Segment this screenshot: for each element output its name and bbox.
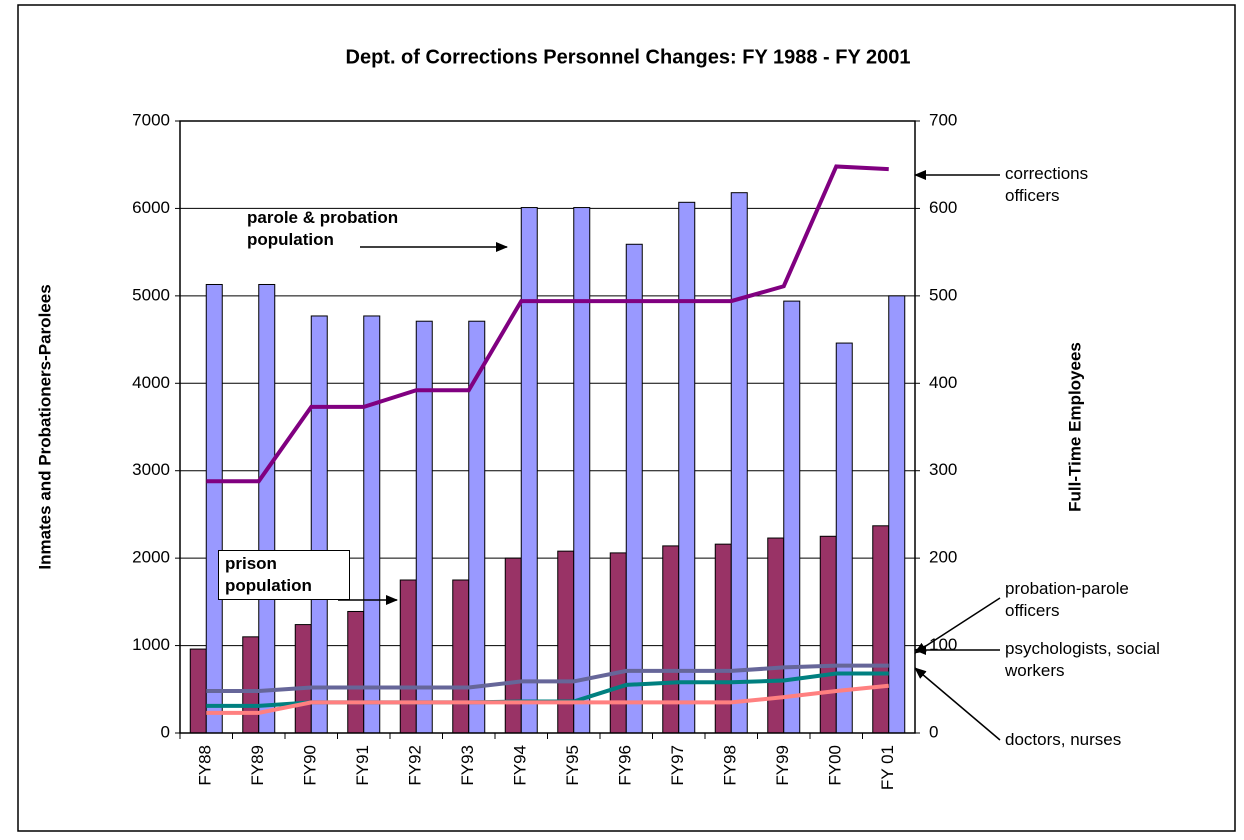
y-tick-label: 1000 xyxy=(132,635,170,654)
line xyxy=(206,164,889,484)
y-tick-label: 5000 xyxy=(132,285,170,304)
chart-title: Dept. of Corrections Personnel Changes: … xyxy=(346,46,911,68)
bar xyxy=(415,320,433,734)
bar xyxy=(363,315,381,734)
bar xyxy=(872,525,890,734)
y2-tick-label: 0 xyxy=(929,722,938,741)
x-tick-label: FY88 xyxy=(196,745,215,786)
bar xyxy=(767,537,785,734)
series-label: prison population xyxy=(218,550,350,600)
y2-tick-label: 300 xyxy=(929,460,957,479)
series-label: corrections officers xyxy=(1005,164,1089,205)
x-tick-label: FY95 xyxy=(563,745,582,786)
arrows xyxy=(338,170,1001,741)
y-tick-label: 0 xyxy=(161,722,170,741)
bar xyxy=(520,207,538,734)
x-tick-label: FY89 xyxy=(248,745,267,786)
y-axis-label: Inmates and Probationers-Parolees xyxy=(35,284,54,569)
y-tick-label: 2000 xyxy=(132,548,170,567)
y2-tick-label: 600 xyxy=(929,198,957,217)
bar xyxy=(609,552,627,734)
x-tick-label: FY00 xyxy=(826,745,845,786)
y2-tick-label: 100 xyxy=(929,635,957,654)
x-tick-label: FY92 xyxy=(406,745,425,786)
bar xyxy=(819,535,837,734)
bar xyxy=(573,207,591,734)
bar xyxy=(258,283,276,734)
y-tick-label: 6000 xyxy=(132,198,170,217)
y2-tick-label: 400 xyxy=(929,373,957,392)
x-tick-label: FY91 xyxy=(353,745,372,786)
bar xyxy=(662,545,680,734)
x-tick-label: FY98 xyxy=(721,745,740,786)
bar xyxy=(730,192,748,734)
bar xyxy=(452,579,470,734)
y2-tick-label: 500 xyxy=(929,285,957,304)
y2-tick-label: 200 xyxy=(929,548,957,567)
bar xyxy=(888,295,906,734)
y-tick-label: 4000 xyxy=(132,373,170,392)
bar xyxy=(205,283,223,734)
x-tick-label: FY96 xyxy=(616,745,635,786)
y2-tick-label: 700 xyxy=(929,110,957,129)
y-tick-label: 7000 xyxy=(132,110,170,129)
x-tick-label: FY93 xyxy=(458,745,477,786)
line xyxy=(206,663,889,694)
x-tick-label: FY97 xyxy=(668,745,687,786)
arrow xyxy=(914,667,1001,741)
bar xyxy=(557,550,575,734)
line xyxy=(206,683,889,715)
bar xyxy=(678,201,696,734)
x-tick-label: FY94 xyxy=(511,745,530,786)
bar xyxy=(714,543,732,734)
series-label: doctors, nurses xyxy=(1005,730,1122,749)
series-label: parole & probation population xyxy=(247,208,399,249)
y-tick-label: 3000 xyxy=(132,460,170,479)
series-label: probation-parole officers xyxy=(1005,579,1129,620)
bar xyxy=(347,610,365,734)
bar xyxy=(504,557,522,734)
bar xyxy=(399,579,417,734)
x-tick-label: FY 01 xyxy=(878,745,897,790)
x-tick-label: FY99 xyxy=(773,745,792,786)
x-tick-label: FY90 xyxy=(301,745,320,786)
bar xyxy=(294,624,312,734)
bar xyxy=(310,315,328,734)
series-label: psychologists, social workers xyxy=(1005,639,1160,680)
y2-axis-label: Full-Time Employees xyxy=(1065,342,1084,512)
arrow xyxy=(914,597,1001,654)
bar xyxy=(189,648,207,734)
bar xyxy=(242,636,260,734)
bar xyxy=(625,243,643,734)
